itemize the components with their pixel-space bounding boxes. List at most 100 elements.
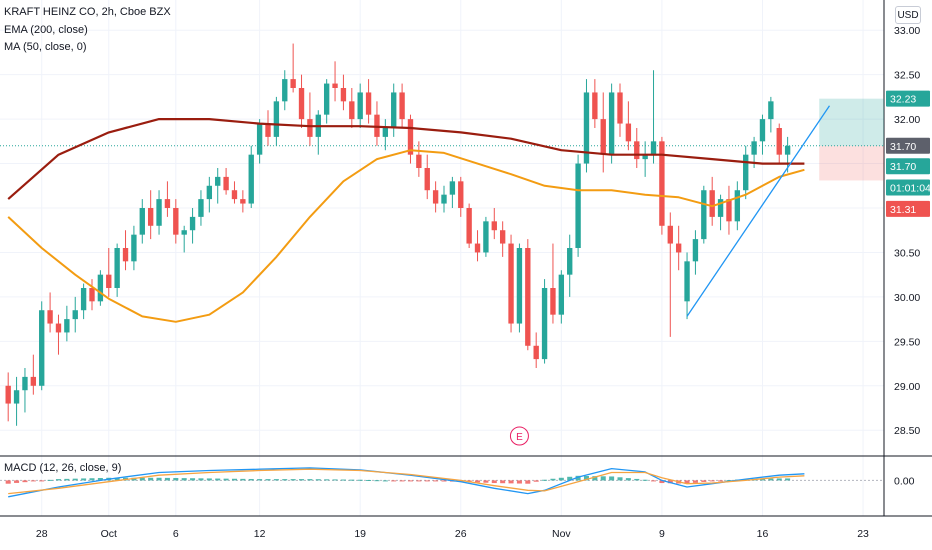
candle [508,234,514,333]
candle [282,70,288,111]
candle-body [47,310,53,324]
candle-body [642,154,648,160]
candle-body [734,190,741,222]
candle [625,101,632,151]
candle [692,230,699,275]
time-tick-label: 19 [354,528,366,540]
macd-histogram-bar [290,479,296,481]
candle-body [349,101,355,120]
candle-body [231,190,238,200]
macd-histogram-bar [709,480,715,482]
candle-body [391,92,397,128]
macd-histogram-bar [391,480,397,482]
macd-histogram-bar [156,477,162,481]
candle-body [340,88,347,102]
candle [516,243,523,333]
candle [432,181,439,213]
candle-body [784,145,791,155]
macd-histogram-bar [491,480,497,484]
candle-body [80,288,87,311]
macd-histogram-bar [516,480,522,484]
macd-histogram-bar [5,480,11,484]
candle [634,128,640,168]
candle-body [684,261,690,302]
price-axis-label: 31.31 [890,204,916,216]
candle-body [491,221,497,231]
candle-body [541,288,548,360]
macd-histogram-bar [785,478,791,481]
candle-body [22,376,28,391]
currency-button[interactable]: USD [895,6,921,24]
stop-loss-zone [819,145,884,181]
candle [684,252,690,320]
macd-histogram-bar [299,479,305,481]
candle-body [726,199,732,222]
candle-body [399,92,405,120]
candle-body [474,243,481,253]
candle [181,225,187,253]
candle-body [13,390,20,404]
candle [64,305,70,342]
candle-body [525,248,531,346]
candle-body [55,323,62,333]
macd-histogram-bar [374,480,380,482]
candle [407,114,414,164]
macd-line [8,467,805,498]
macd-histogram-bar [617,477,623,481]
ema-legend[interactable]: EMA (200, close) [4,24,88,36]
macd-histogram-bar [475,480,481,483]
ma-legend[interactable]: MA (50, close, 0) [4,41,87,53]
candle [784,136,791,173]
candle [675,225,682,271]
macd-histogram-bar [324,479,330,481]
macd-histogram-bar [692,480,698,483]
candle-body [667,225,673,244]
symbol-legend[interactable]: KRAFT HEINZ CO, 2h, Cboe BZX [4,6,171,18]
candle [592,79,598,128]
candle-body [751,141,757,155]
candle [709,176,715,226]
price-tick-label: 30.00 [894,292,920,304]
candle [701,185,707,244]
candle [449,176,456,208]
trendline [686,105,831,317]
price-tick-label: 32.50 [894,70,920,82]
macd-histogram-bar [64,478,70,481]
candle-body [717,199,724,217]
candle-body [5,385,11,404]
candle [164,181,171,217]
candle [5,372,11,422]
candle-body [617,92,623,124]
time-tick-label: Oct [101,528,117,540]
candle [72,296,78,333]
price-axis-label-bg [886,200,930,217]
candle-body [198,199,204,217]
candle-body [416,154,422,168]
macd-histogram-bar [399,480,405,482]
macd-histogram-bar [366,479,372,481]
macd-histogram-bar [148,477,154,481]
candle [399,83,405,128]
candle [122,230,129,271]
candle [667,212,673,337]
candle-body [147,208,154,226]
candle [583,79,590,173]
macd-histogram-bar [508,480,514,484]
candle [600,92,606,173]
candle [617,83,623,137]
candle [156,190,162,235]
candle-body [114,248,120,288]
candle [13,376,20,426]
macd-histogram-bar [567,476,573,481]
candle-body [122,248,129,262]
candle [466,203,472,248]
candle-body [265,123,271,137]
price-axis-label-bg [886,137,930,154]
candle [575,154,581,257]
macd-legend[interactable]: MACD (12, 26, close, 9) [4,462,122,474]
candle [550,243,556,324]
candle-body [256,123,263,155]
macd-histogram-bar [72,478,78,481]
price-axis-label: 31.70 [890,141,916,153]
